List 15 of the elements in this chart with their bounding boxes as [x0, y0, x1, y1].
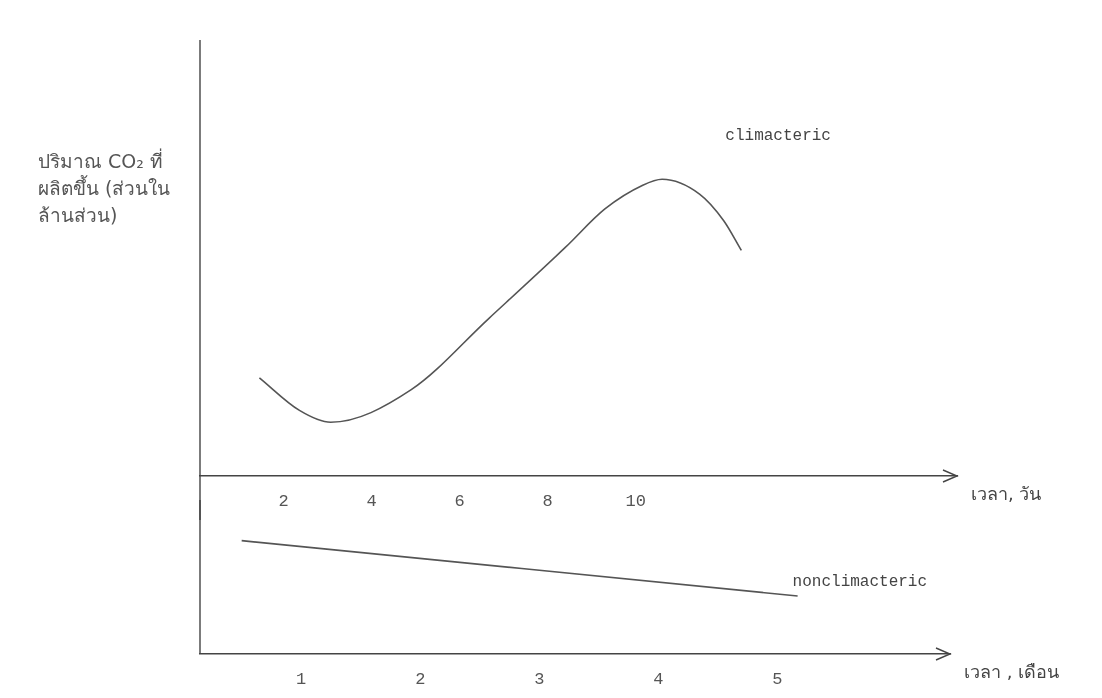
series-label: nonclimacteric [792, 573, 928, 592]
y-axis-title: ปริมาณ CO₂ ที่ผลิตขึ้น (ส่วนในล้านส่วน) [38, 148, 172, 228]
text: climacteric [725, 126, 831, 145]
x-tick-label: 2 [415, 670, 426, 690]
x-axis-title: เวลา, วัน [971, 483, 1042, 505]
x-tick-label: 8 [542, 492, 553, 512]
x-tick-label: 6 [454, 492, 465, 512]
x-tick-label: 4 [653, 670, 664, 690]
x-tick-label: 2 [278, 492, 289, 512]
x-axis-title: เวลา , เดือน [964, 661, 1060, 683]
x-tick-label: 3 [534, 670, 545, 690]
x-tick-label: 5 [772, 670, 783, 690]
x-tick-label: 1 [296, 670, 307, 690]
x-tick-label: 10 [625, 492, 646, 512]
x-tick-label: 4 [366, 492, 377, 512]
